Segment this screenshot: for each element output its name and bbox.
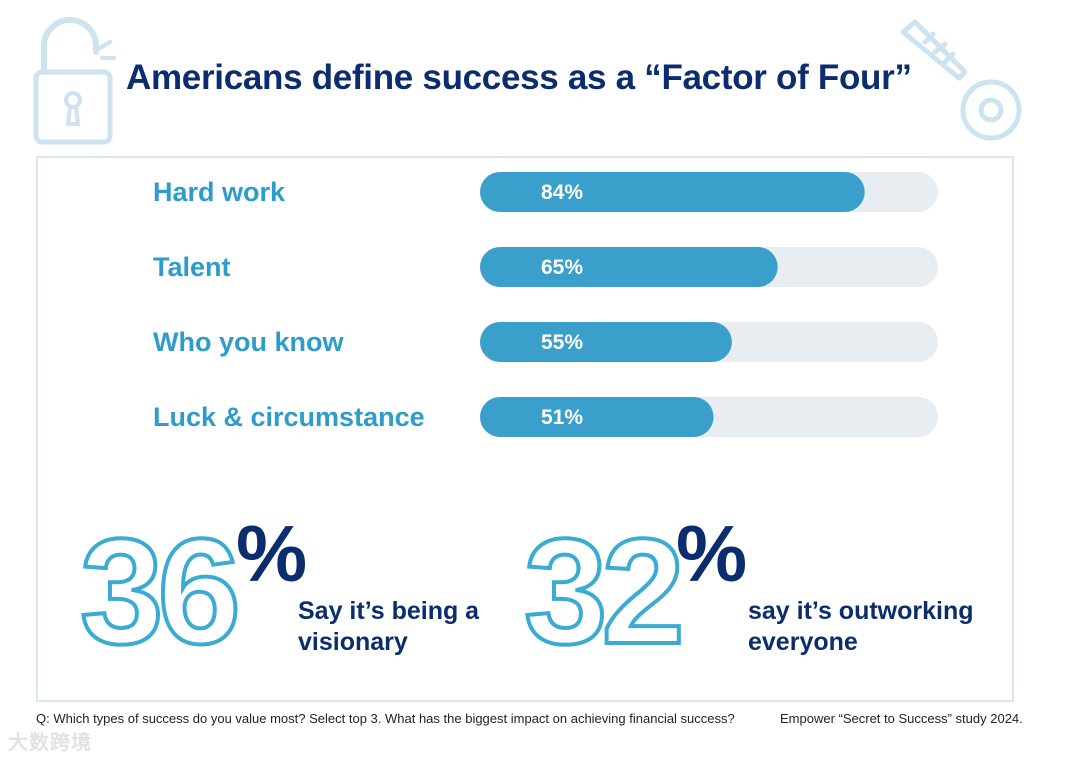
bar-who-you-know (480, 322, 732, 362)
bar-value-label: 51% (541, 406, 583, 429)
category-label: Hard work (153, 177, 286, 207)
bar-value-label: 55% (541, 331, 583, 354)
bar-value-label: 84% (541, 181, 583, 204)
watermark-text: 大数跨境 (8, 732, 92, 754)
stat-percent-sign-outworking: % (676, 509, 748, 598)
chart-panel (36, 156, 1014, 702)
question-footnote: Q: Which types of success do you value m… (36, 711, 735, 726)
category-label: Luck & circumstance (153, 402, 425, 432)
category-label: Who you know (153, 327, 344, 357)
key-icon (900, 19, 1022, 141)
page-title: Americans define success as a “Factor of… (126, 58, 912, 97)
source-footnote: Empower “Secret to Success” study 2024. (780, 711, 1023, 726)
category-label: Talent (153, 252, 231, 282)
stat-caption-line: everyone (748, 628, 858, 656)
bar-talent (480, 247, 778, 287)
stat-caption-outworking: say it’s outworking everyone (748, 596, 988, 658)
bar-value-label: 65% (541, 256, 583, 279)
stat-caption-line: say it’s outworking (748, 597, 974, 625)
bar-hard-work (480, 172, 865, 212)
stat-number-outworking: 32 (522, 507, 687, 675)
watermark: 大数跨境 (8, 726, 92, 755)
stat-number-visionary: 36 (78, 507, 243, 675)
stat-caption-visionary: Say it’s being a visionary (298, 596, 518, 658)
bar-luck-circumstance (480, 397, 714, 437)
stat-caption-line: Say it’s being a (298, 597, 480, 625)
stat-percent-sign-visionary: % (236, 509, 308, 598)
stat-caption-line: visionary (298, 628, 408, 656)
unlocked-padlock-icon (33, 17, 116, 145)
